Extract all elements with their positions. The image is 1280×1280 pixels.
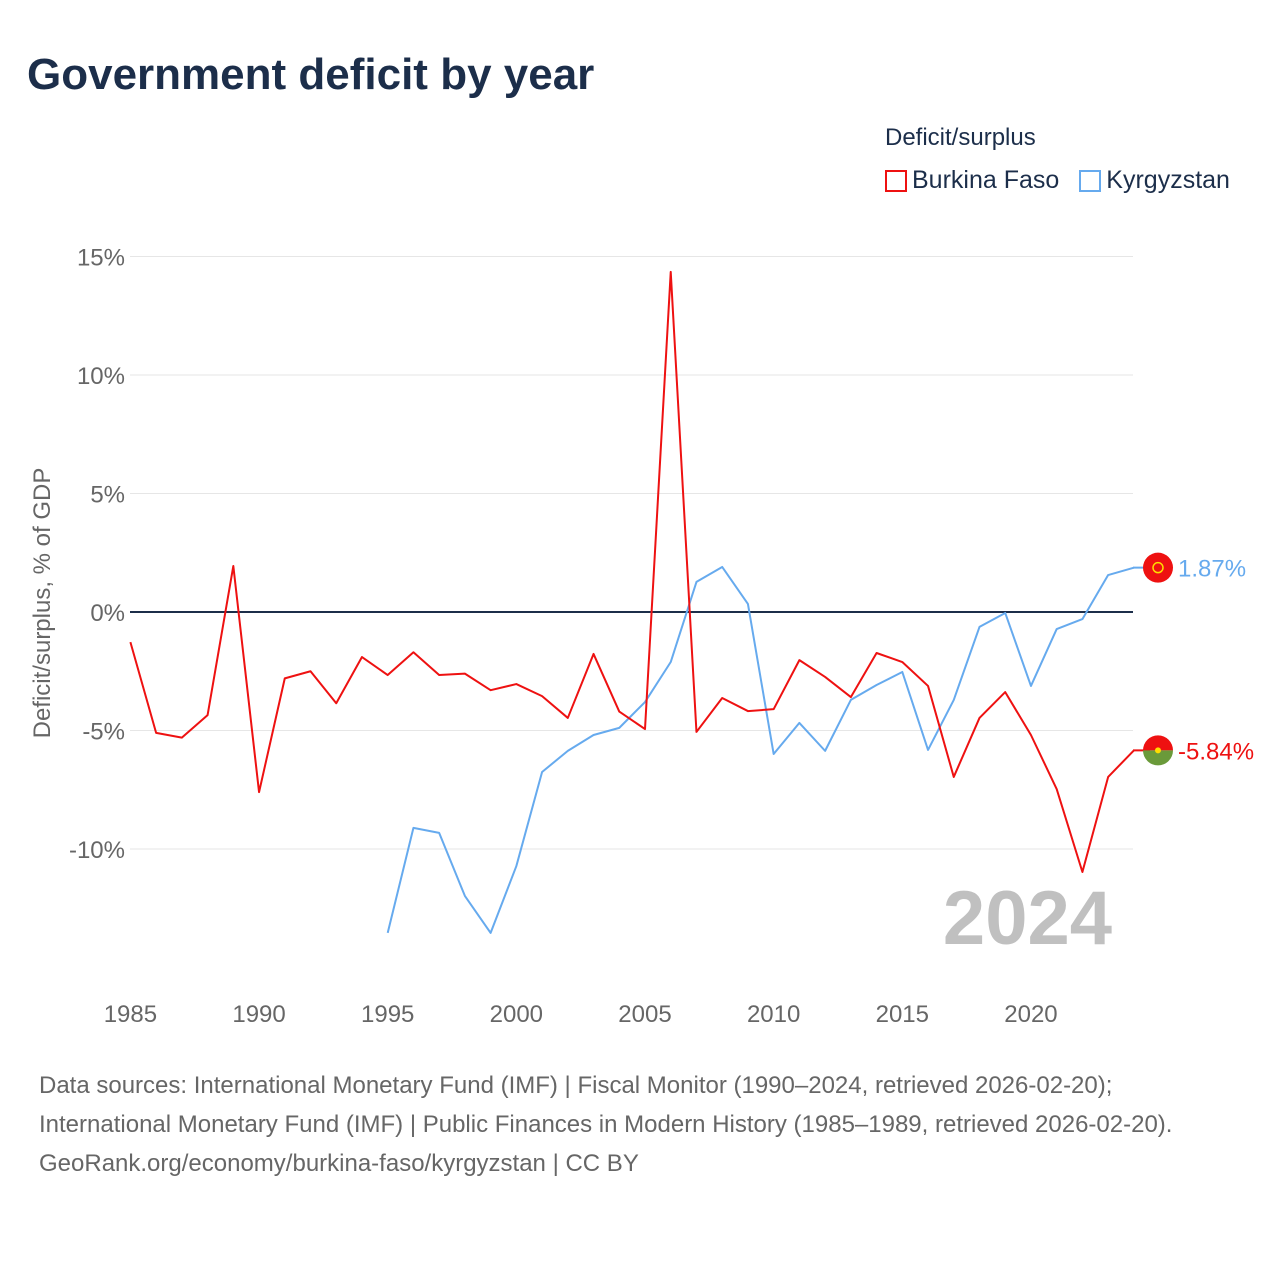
- kyrgyzstan-flag-icon: [1143, 552, 1173, 583]
- sources-text: Data sources: International Monetary Fun…: [39, 1072, 1173, 1138]
- x-tick-label: 1985: [104, 1001, 157, 1028]
- y-tick-label: -10%: [69, 837, 125, 864]
- sources-link[interactable]: GeoRank.org/economy/burkina-faso/kyrgyzs…: [39, 1150, 639, 1177]
- y-tick-label: 10%: [77, 363, 125, 390]
- legend: Burkina Faso Kyrgyzstan: [885, 166, 1230, 195]
- x-tick-label: 1995: [361, 1001, 414, 1028]
- legend-label: Burkina Faso: [912, 166, 1060, 194]
- flag-sun: [1152, 561, 1164, 574]
- series-line-kyrgyzstan: [386, 565, 1135, 934]
- y-tick-label: 5%: [90, 482, 125, 509]
- flag-green-half: [1143, 750, 1173, 766]
- legend-title: Deficit/surplus: [885, 124, 1036, 151]
- y-tick-label: -5%: [82, 719, 125, 746]
- x-tick-label: 1990: [232, 1001, 285, 1028]
- end-value-label: -5.84%: [1178, 738, 1254, 765]
- x-tick-label: 2005: [618, 1001, 671, 1028]
- y-tick-label: 15%: [77, 245, 125, 272]
- legend-swatch: [1079, 169, 1102, 192]
- sources: Data sources: International Monetary Fun…: [39, 1066, 1239, 1183]
- burkina-faso-flag-icon: [1143, 735, 1173, 751]
- x-tick-label: 2020: [1004, 1001, 1057, 1028]
- y-tick-label: 0%: [90, 600, 125, 627]
- year-watermark: 2024: [943, 876, 1112, 961]
- legend-label: Kyrgyzstan: [1106, 166, 1230, 194]
- x-tick-label: 2015: [876, 1001, 929, 1028]
- flag-star: [1155, 747, 1161, 754]
- end-value-label: 1.87%: [1178, 556, 1246, 583]
- series-line-burkina-faso: [129, 270, 1135, 873]
- legend-item-burkina-faso[interactable]: Burkina Faso: [885, 166, 1059, 195]
- y-axis-label: Deficit/surplus, % of GDP: [29, 468, 56, 739]
- legend-item-kyrgyzstan[interactable]: Kyrgyzstan: [1079, 166, 1230, 195]
- chart-title: Government deficit by year: [27, 50, 595, 99]
- x-tick-label: 2010: [747, 1001, 800, 1028]
- x-tick-label: 2000: [490, 1001, 543, 1028]
- legend-swatch: [885, 169, 907, 192]
